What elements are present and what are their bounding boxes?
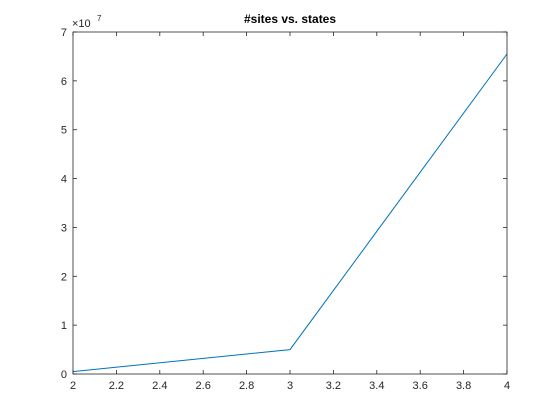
- series-line: [72, 53, 508, 373]
- plot-area: [73, 32, 507, 374]
- x-tick-label: 2.2: [109, 380, 124, 392]
- y-axis: 0 1 2 3 4 5 6 7: [61, 27, 507, 381]
- y-tick-label: 3: [61, 222, 67, 234]
- x-tick-label: 3: [287, 380, 293, 392]
- x-tick-label: 3.4: [369, 380, 384, 392]
- y-tick-label: 2: [61, 271, 67, 283]
- x-tick-label: 2: [70, 380, 76, 392]
- x-tick-label: 2.6: [196, 380, 211, 392]
- y-tick-label: 6: [61, 76, 67, 88]
- y-tick-label: 1: [61, 320, 67, 332]
- x-tick-label: 3.2: [326, 380, 341, 392]
- y-exponent-power: 7: [97, 14, 102, 23]
- x-tick-label: 2.8: [239, 380, 254, 392]
- x-axis: 2 2.2 2.4 2.6 2.8 3 3.2 3.4 3.6 3.8 4: [70, 32, 510, 392]
- y-exponent-base: ×10: [72, 18, 91, 30]
- y-tick-label: 0: [61, 369, 67, 381]
- x-tick-label: 3.8: [456, 380, 471, 392]
- x-tick-label: 4: [504, 380, 510, 392]
- chart-title: #sites vs. states: [244, 12, 336, 26]
- y-axis-exponent: ×10 7: [72, 14, 102, 30]
- x-tick-label: 3.6: [413, 380, 428, 392]
- y-tick-label: 4: [61, 174, 67, 186]
- y-tick-label: 5: [61, 125, 67, 137]
- x-tick-label: 2.4: [152, 380, 167, 392]
- series-layer: [72, 53, 508, 373]
- y-tick-label: 7: [61, 27, 67, 39]
